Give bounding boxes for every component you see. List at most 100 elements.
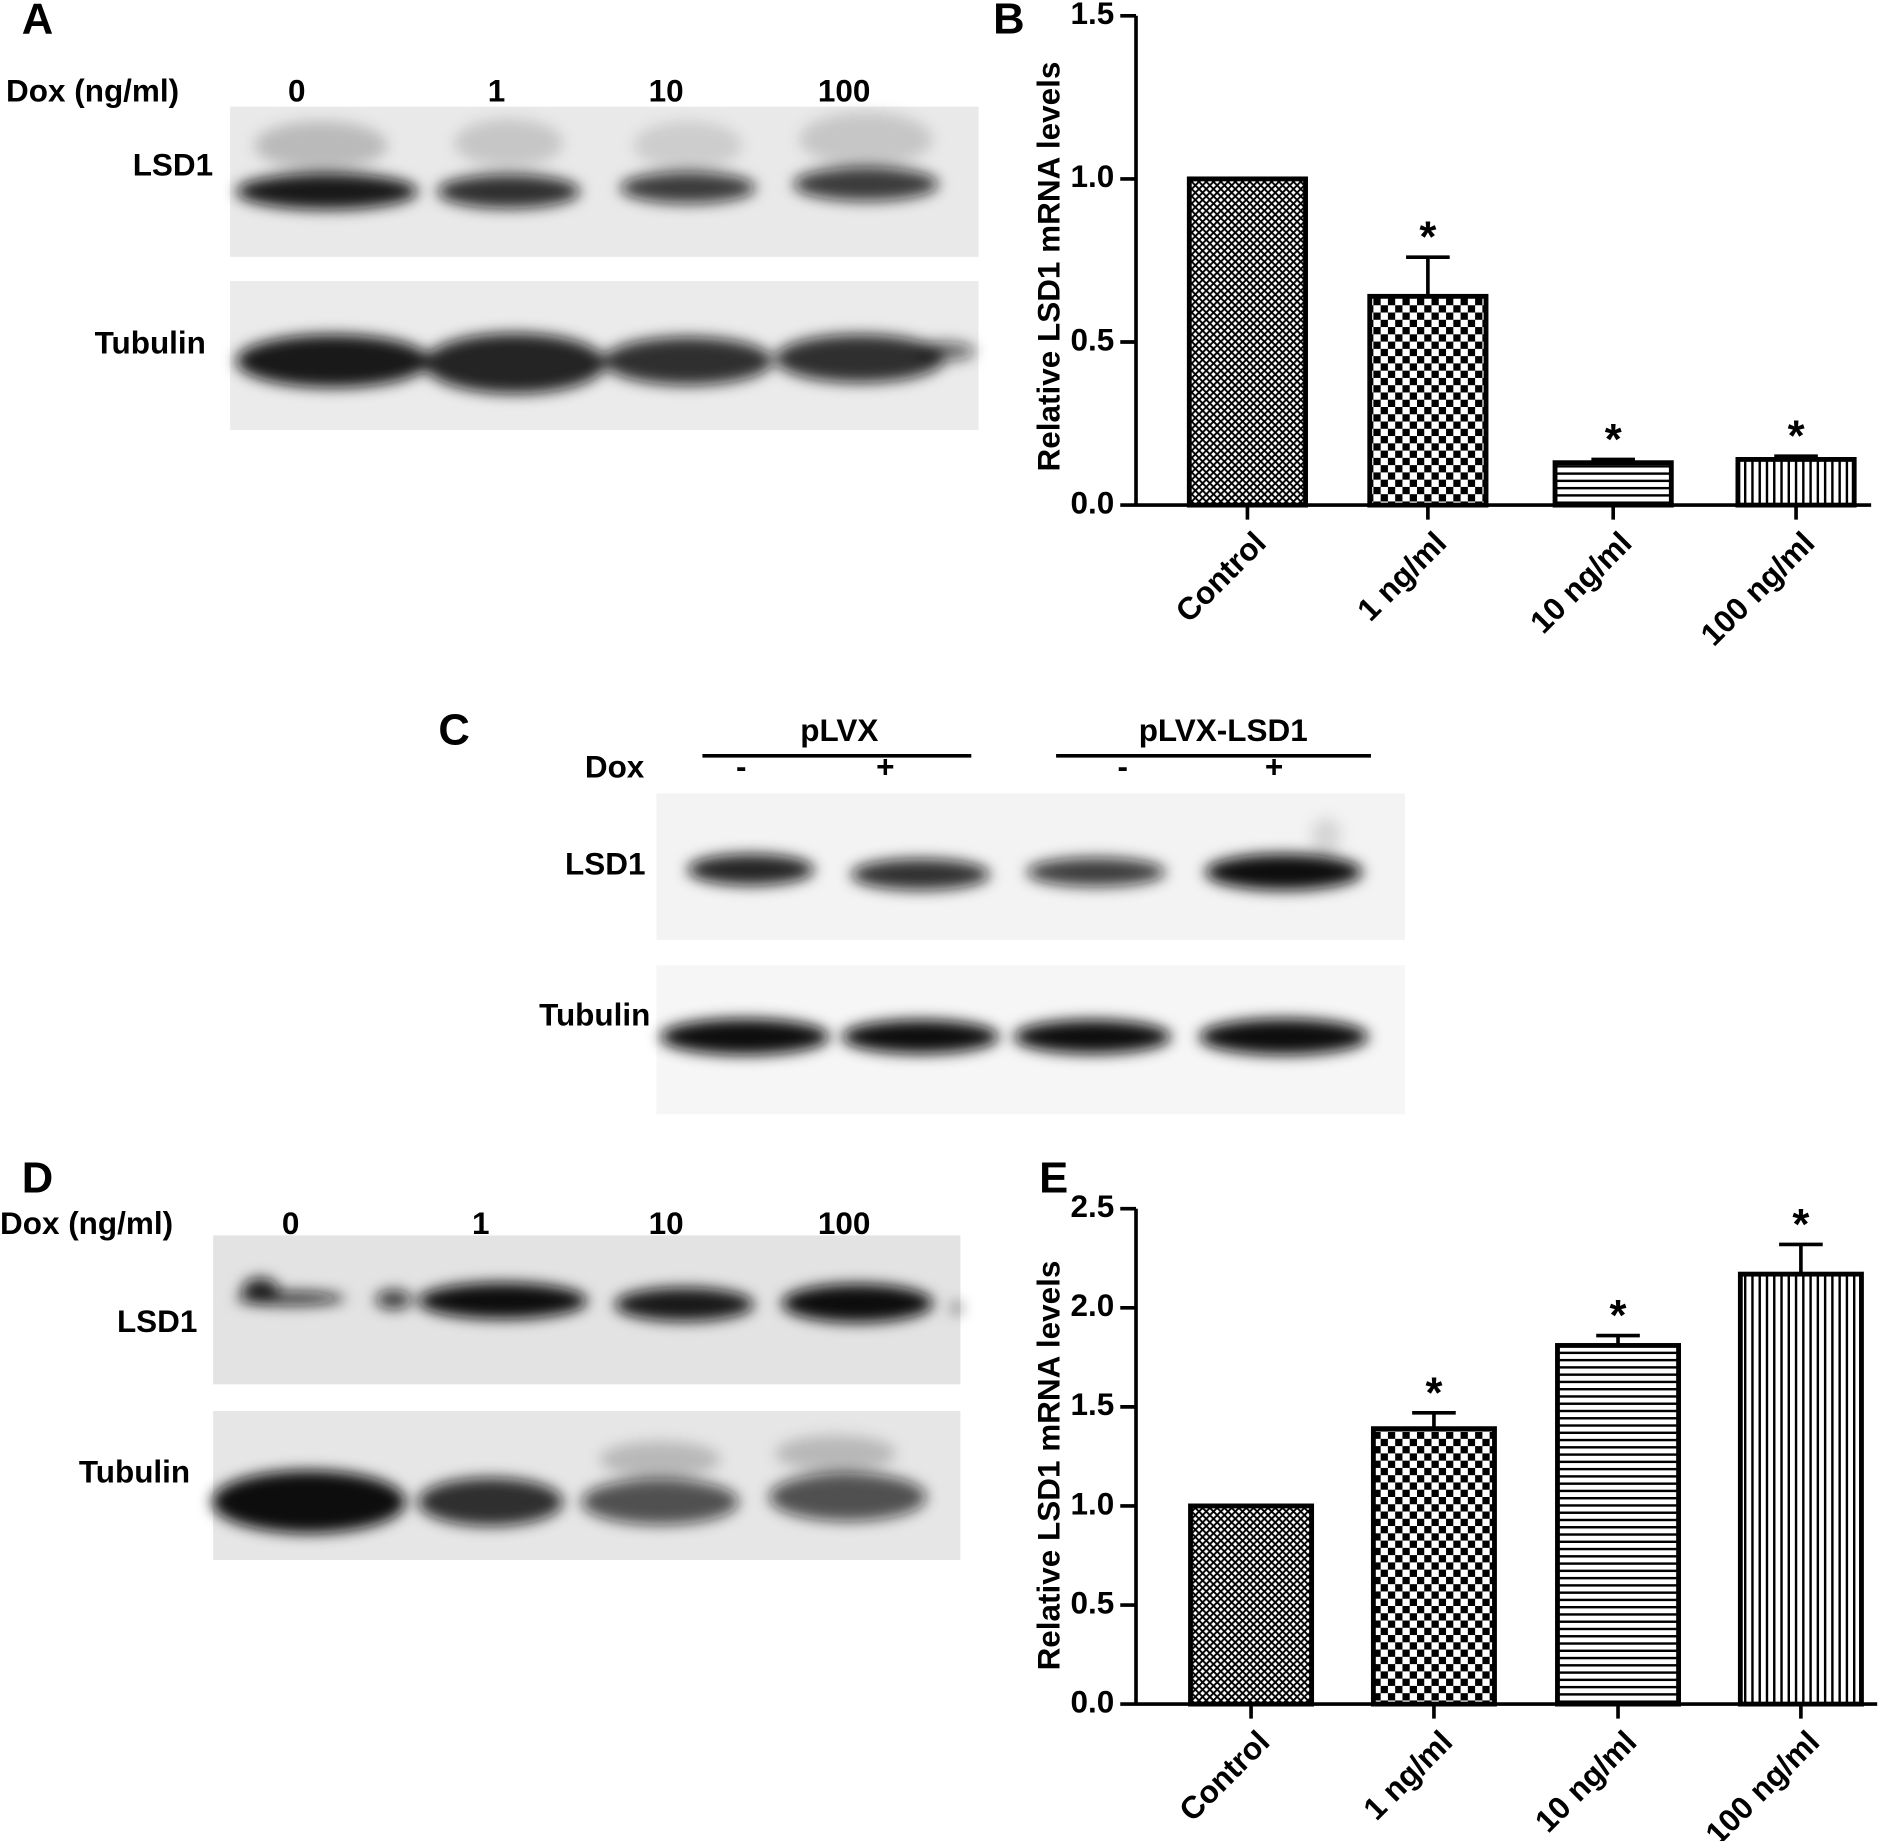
y-tick-label: 0.5 [1070, 322, 1114, 357]
y-tick-label: 2.0 [1070, 1288, 1114, 1323]
blot-band [1026, 857, 1166, 887]
bar [1737, 1271, 1864, 1707]
bar [1735, 457, 1857, 508]
lane-label: 10 [649, 74, 684, 109]
group-label: pLVX-LSD1 [1139, 713, 1308, 748]
blot-band [614, 1287, 754, 1322]
row-label: LSD1 [565, 846, 645, 881]
bar [1555, 1343, 1682, 1707]
blot-band [581, 1478, 739, 1525]
y-axis-label: Relative LSD1 mRNA levels [1032, 62, 1067, 472]
y-tick-label: 2.5 [1070, 1189, 1114, 1224]
blot-band [850, 858, 991, 891]
lane-label: 0 [288, 74, 306, 109]
blot-band [799, 112, 933, 167]
lane-label: - [736, 749, 746, 784]
x-tick-label: 10 ng/ml [1528, 1724, 1643, 1839]
blot-band [375, 1289, 412, 1310]
blot-band [687, 853, 815, 886]
blot-band [1205, 853, 1363, 891]
bar [1188, 1503, 1315, 1707]
y-tick-label: 0.0 [1070, 1684, 1114, 1719]
blot-bands [687, 817, 1363, 891]
lane-label: 0 [282, 1206, 300, 1241]
dox-label: Dox [585, 749, 645, 784]
blot-band [1013, 1019, 1172, 1054]
panel-label: A [22, 0, 53, 43]
blot-band [775, 334, 945, 383]
blot-band [423, 333, 606, 394]
blot-band [633, 121, 743, 170]
lane-label: - [1117, 749, 1127, 784]
blot-bands [211, 1435, 927, 1534]
blot-band [1311, 817, 1342, 854]
blot-band [914, 341, 975, 361]
blot-band [1198, 1018, 1369, 1055]
x-tick-label: 1 ng/ml [1357, 1724, 1460, 1827]
blot-band [236, 334, 430, 388]
blot-band [417, 1477, 564, 1527]
blot-band [793, 167, 939, 202]
x-tick-label: Control [1169, 525, 1273, 629]
panel-label: E [1039, 1154, 1068, 1202]
blot-band [781, 1283, 934, 1323]
lane-label: 1 [488, 74, 506, 109]
blot-band [769, 1472, 927, 1522]
lane-label: + [1265, 749, 1283, 784]
blot-band [951, 1301, 962, 1315]
dox-label: Dox (ng/ml) [0, 1206, 173, 1241]
blot-band [620, 172, 756, 204]
lane-label: + [876, 749, 894, 784]
blot-band [236, 173, 418, 210]
y-tick-label: 0.5 [1070, 1585, 1114, 1620]
significance-mark: * [1425, 1369, 1442, 1417]
blot-band [603, 336, 773, 386]
y-tick-label: 0.0 [1070, 485, 1114, 520]
significance-mark: * [1605, 416, 1622, 464]
blot-band [454, 118, 564, 168]
bar [1186, 176, 1308, 508]
row-label: Tubulin [79, 1454, 190, 1489]
blot-bands [236, 333, 975, 394]
blot-band [417, 1282, 588, 1319]
blot-bands [236, 1277, 962, 1323]
x-tick-label: 100 ng/ml [1694, 525, 1821, 652]
group-label: pLVX [800, 713, 878, 748]
row-label: LSD1 [133, 148, 213, 183]
x-tick-label: 10 ng/ml [1524, 525, 1639, 640]
x-tick-label: 1 ng/ml [1351, 525, 1454, 628]
significance-mark: * [1788, 413, 1805, 461]
blot-band [242, 1277, 279, 1302]
x-tick-label: 100 ng/ml [1699, 1724, 1826, 1841]
bar [1367, 293, 1489, 508]
panel-label: B [993, 0, 1024, 43]
blot-band [254, 121, 388, 170]
y-tick-label: 1.0 [1070, 159, 1114, 194]
y-tick-label: 1.0 [1070, 1486, 1114, 1521]
y-tick-label: 1.5 [1070, 1387, 1114, 1422]
significance-mark: * [1792, 1201, 1809, 1249]
blot-bands [236, 112, 939, 210]
panel-label: C [438, 706, 469, 754]
x-tick-label: Control [1173, 1724, 1277, 1828]
panel-label: D [22, 1154, 53, 1202]
blot-band [660, 1018, 830, 1055]
lane-label: 1 [472, 1206, 490, 1241]
blot-band [775, 1435, 897, 1472]
row-label: LSD1 [117, 1304, 197, 1339]
significance-mark: * [1419, 214, 1436, 262]
significance-mark: * [1610, 1292, 1627, 1340]
y-axis-label: Relative LSD1 mRNA levels [1032, 1261, 1067, 1671]
lane-label: 10 [649, 1206, 684, 1241]
blot-bands [660, 1018, 1369, 1055]
blot-band [211, 1470, 406, 1534]
row-label: Tubulin [95, 326, 206, 361]
dox-label: Dox (ng/ml) [6, 74, 179, 109]
lane-label: 100 [818, 1206, 871, 1241]
y-tick-label: 1.5 [1070, 0, 1114, 31]
blot-band [437, 174, 581, 209]
row-label: Tubulin [539, 998, 650, 1033]
blot-band [599, 1441, 721, 1478]
blot-band [841, 1019, 1000, 1054]
